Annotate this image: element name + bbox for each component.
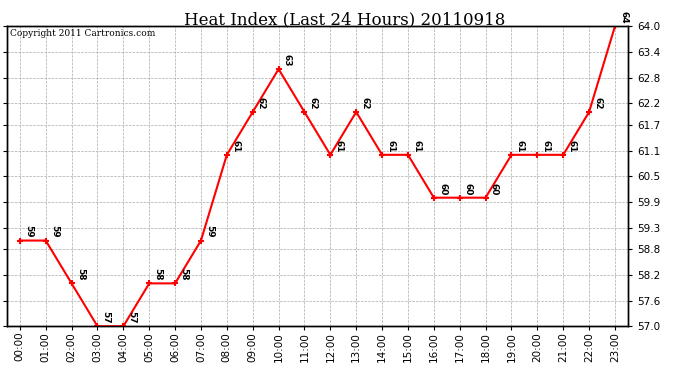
Text: 58: 58	[179, 268, 188, 280]
Text: 59: 59	[50, 225, 59, 238]
Text: 60: 60	[490, 183, 499, 195]
Text: 57: 57	[128, 311, 137, 324]
Text: 59: 59	[205, 225, 214, 238]
Text: 62: 62	[360, 97, 369, 109]
Text: 61: 61	[515, 140, 524, 152]
Text: 58: 58	[76, 268, 85, 280]
Text: 59: 59	[24, 225, 33, 238]
Text: 61: 61	[386, 140, 395, 152]
Text: 61: 61	[335, 140, 344, 152]
Text: 60: 60	[464, 183, 473, 195]
Text: 64: 64	[619, 11, 628, 24]
Text: Copyright 2011 Cartronics.com: Copyright 2011 Cartronics.com	[10, 29, 155, 38]
Text: 62: 62	[308, 97, 317, 109]
Text: 60: 60	[438, 183, 447, 195]
Text: 61: 61	[542, 140, 551, 152]
Text: 61: 61	[567, 140, 576, 152]
Text: 62: 62	[257, 97, 266, 109]
Text: 63: 63	[283, 54, 292, 66]
Text: 58: 58	[153, 268, 162, 280]
Text: 57: 57	[101, 311, 110, 324]
Text: 61: 61	[231, 140, 240, 152]
Text: 61: 61	[412, 140, 421, 152]
Text: 62: 62	[593, 97, 602, 109]
Text: Heat Index (Last 24 Hours) 20110918: Heat Index (Last 24 Hours) 20110918	[184, 11, 506, 28]
